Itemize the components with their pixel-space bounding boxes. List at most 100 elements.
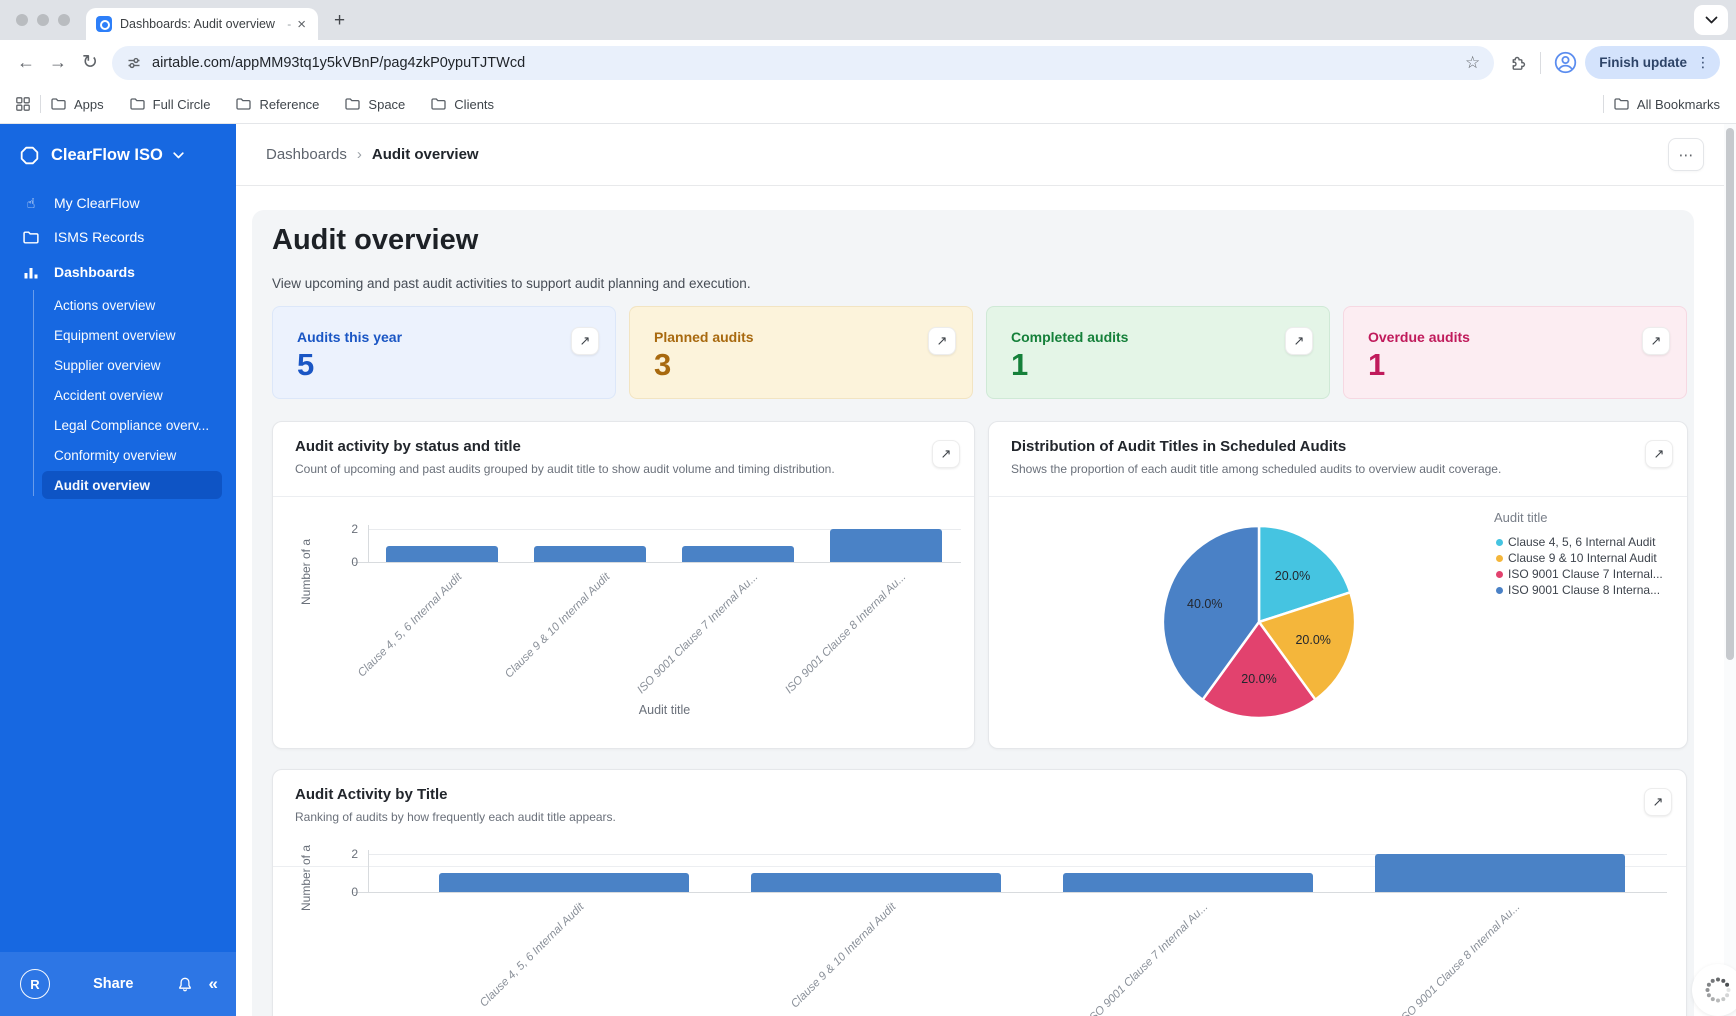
x-category-label: Clause 4, 5, 6 Internal Audit (477, 901, 587, 1010)
expand-chart-button[interactable]: ↗ (932, 440, 960, 468)
profile-button[interactable] (1549, 47, 1581, 79)
avatar[interactable]: R (20, 969, 50, 999)
page-menu-button[interactable]: ⋯ (1668, 138, 1704, 171)
stat-card-completed-audits[interactable]: Completed audits 1 ↗ (986, 306, 1330, 399)
expand-stat-button[interactable]: ↗ (1285, 327, 1313, 355)
bar[interactable] (1063, 873, 1313, 892)
bar[interactable] (534, 545, 646, 562)
pie-slice[interactable] (1200, 619, 1318, 720)
chart-subtitle: Count of upcoming and past audits groupe… (295, 462, 835, 476)
browser-menu-icon[interactable]: ⋮ (1696, 54, 1710, 70)
sidebar-subitem-legal-compliance-overv[interactable]: Legal Compliance overv... (54, 417, 210, 433)
bar[interactable] (1375, 854, 1625, 892)
workspace-switcher[interactable]: ClearFlow ISO (0, 138, 236, 172)
page-subtitle: View upcoming and past audit activities … (272, 276, 751, 291)
bar[interactable] (830, 529, 942, 562)
stat-card-overdue-audits[interactable]: Overdue audits 1 ↗ (1343, 306, 1687, 399)
y-tick: 2 (351, 522, 358, 536)
site-controls-icon[interactable] (126, 55, 142, 71)
breadcrumb: Dashboards › Audit overview ⋯ (236, 124, 1736, 186)
legend-item[interactable]: Clause 9 & 10 Internal Audit (1494, 550, 1663, 566)
bar-chart-icon (22, 265, 40, 280)
legend-item[interactable]: ISO 9001 Clause 8 Interna... (1494, 582, 1663, 598)
y-tick: 0 (351, 885, 358, 899)
workspace-logo-icon (20, 146, 39, 164)
expand-chart-button[interactable]: ↗ (1645, 440, 1673, 468)
person-circle-icon (1554, 51, 1576, 74)
url-text: airtable.com/appMM93tq1y5kVBnP/pag4zkP0y… (152, 54, 526, 71)
expand-chart-button[interactable]: ↗ (1644, 788, 1672, 816)
reload-button[interactable]: ↻ (82, 52, 98, 73)
window-close-button[interactable] (16, 14, 28, 26)
bookmark-folder[interactable]: Apps (51, 97, 104, 112)
collapse-sidebar-icon[interactable]: « (208, 974, 218, 993)
sidebar-subitem-supplier-overview[interactable]: Supplier overview (54, 357, 161, 373)
folder-icon (431, 98, 446, 110)
expand-stat-button[interactable]: ↗ (571, 327, 599, 355)
stat-card-planned-audits[interactable]: Planned audits 3 ↗ (629, 306, 973, 399)
breadcrumb-separator-icon: › (356, 146, 362, 163)
extensions-button[interactable] (1500, 47, 1532, 79)
sidebar-subitem-conformity-overview[interactable]: Conformity overview (54, 447, 177, 463)
spinner-icon (1705, 977, 1731, 1003)
expand-stat-button[interactable]: ↗ (928, 327, 956, 355)
bar[interactable] (751, 873, 1001, 892)
sidebar: ClearFlow ISO ☝ My ClearFlow ISMS Record… (0, 124, 236, 1016)
bookmark-folder[interactable]: Full Circle (129, 97, 210, 112)
sidebar-subitem-actions-overview[interactable]: Actions overview (54, 297, 156, 313)
pie-slice[interactable] (1256, 590, 1357, 702)
chart-subtitle: Ranking of audits by how frequently each… (295, 810, 616, 824)
bar[interactable] (386, 545, 498, 562)
back-button[interactable]: ← (17, 52, 35, 72)
all-bookmarks-button[interactable]: All Bookmarks (1614, 97, 1720, 112)
legend-item[interactable]: Clause 4, 5, 6 Internal Audit (1494, 534, 1663, 550)
gridline (368, 529, 961, 530)
sidebar-item-isms-records[interactable]: ISMS Records (0, 223, 236, 251)
chart-card-distribution-pie: Distribution of Audit Titles in Schedule… (988, 421, 1688, 749)
apps-grid-icon[interactable] (16, 97, 30, 111)
x-category-label: ISO 9001 Clause 7 Internal Au... (1085, 901, 1211, 1016)
bookmark-folder[interactable]: Clients (431, 97, 494, 112)
sidebar-item-dashboards[interactable]: Dashboards (0, 258, 236, 286)
expand-stat-button[interactable]: ↗ (1642, 327, 1670, 355)
finish-update-button[interactable]: Finish update ⋮ (1585, 46, 1720, 79)
stat-card-audits-this-year[interactable]: Audits this year 5 ↗ (272, 306, 616, 399)
sidebar-item-my-clearflow[interactable]: ☝ My ClearFlow (0, 189, 236, 217)
address-bar[interactable]: airtable.com/appMM93tq1y5kVBnP/pag4zkP0y… (112, 45, 1495, 80)
folder-icon (236, 98, 252, 110)
legend-item[interactable]: ISO 9001 Clause 7 Internal... (1494, 566, 1663, 582)
bookmark-folder[interactable]: Space (345, 97, 405, 112)
tab-title: Dashboards: Audit overview (120, 17, 275, 31)
tab-search-button[interactable] (1694, 5, 1728, 35)
breadcrumb-dashboards[interactable]: Dashboards (266, 146, 347, 163)
bar-chart-plot: 2 0 Number of a Clause 4, 5, 6 Internal Aud… (273, 422, 974, 748)
bookmark-star-icon[interactable]: ☆ (1465, 52, 1481, 72)
share-button[interactable]: Share (93, 976, 134, 992)
sidebar-subitem-equipment-overview[interactable]: Equipment overview (54, 327, 176, 343)
breadcrumb-current: Audit overview (371, 146, 479, 163)
x-category-label: Clause 4, 5, 6 Internal Audit (355, 571, 465, 680)
sidebar-subitem-accident-overview[interactable]: Accident overview (54, 387, 163, 403)
bookmark-folder[interactable]: Reference (236, 97, 319, 112)
bar[interactable] (439, 873, 689, 892)
sidebar-subitem-audit-overview[interactable]: Audit overview (0, 470, 236, 500)
card-divider (273, 496, 974, 497)
pie-slice[interactable] (1257, 524, 1352, 624)
bar[interactable] (682, 545, 794, 562)
scrollbar-thumb[interactable] (1726, 128, 1734, 660)
notifications-bell-icon[interactable] (177, 976, 193, 993)
window-minimize-button[interactable] (37, 14, 49, 26)
forward-button[interactable]: → (49, 52, 67, 72)
x-category-label: ISO 9001 Clause 8 Internal Au... (783, 571, 909, 697)
y-axis-line (368, 525, 369, 562)
tab-close-icon[interactable]: × (297, 15, 306, 33)
window-zoom-button[interactable] (58, 14, 70, 26)
dashboard-panel: Audit overview View upcoming and past au… (252, 210, 1694, 1016)
browser-tab[interactable]: Dashboards: Audit overview - × (86, 8, 318, 40)
new-tab-button[interactable]: + (334, 9, 346, 31)
legend-dot-icon (1496, 538, 1503, 546)
pie-slice[interactable] (1161, 524, 1261, 702)
folder-icon (1614, 98, 1629, 110)
tab-title-suffix: - (287, 17, 292, 31)
chart-title: Distribution of Audit Titles in Schedule… (1011, 438, 1347, 455)
